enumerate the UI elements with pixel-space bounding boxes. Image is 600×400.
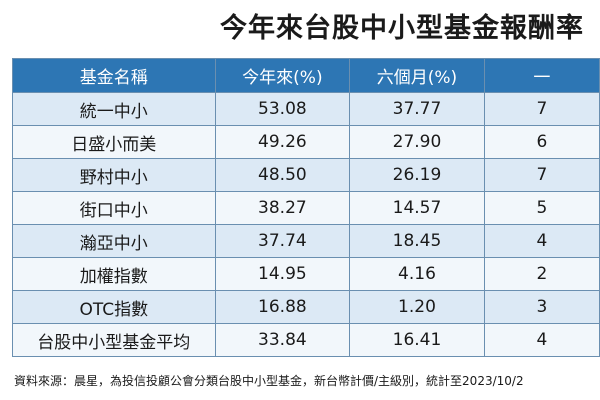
header-one-year-partial: 一 [483,58,600,93]
cell-fund-name: 瀚亞中小 [12,224,216,258]
header-ytd: 今年來(%) [214,58,351,93]
table-row: 野村中小 48.50 26.19 7 [12,158,600,192]
cell-six-month: 27.90 [349,125,485,159]
fund-returns-table: 基金名稱 今年來(%) 六個月(%) 一 統一中小 53.08 37.77 7 … [12,58,600,357]
cell-six-month: 14.57 [349,191,485,225]
cell-six-month: 37.77 [349,92,485,126]
table-row: 統一中小 53.08 37.77 7 [12,92,600,126]
cell-six-month: 16.41 [349,323,485,357]
table-row: OTC指數 16.88 1.20 3 [12,290,600,324]
cell-six-month: 1.20 [349,290,485,324]
header-fund-name: 基金名稱 [12,58,216,93]
cell-ytd: 14.95 [214,257,351,291]
cell-ytd: 38.27 [214,191,351,225]
cell-fund-name: 日盛小而美 [12,125,216,159]
cell-one-year-partial: 2 [483,257,600,291]
cell-fund-name: OTC指數 [12,290,216,324]
cell-ytd: 33.84 [214,323,351,357]
table-row: 台股中小型基金平均 33.84 16.41 4 [12,323,600,357]
cell-ytd: 37.74 [214,224,351,258]
cell-fund-name: 加權指數 [12,257,216,291]
cell-fund-name: 統一中小 [12,92,216,126]
cell-six-month: 4.16 [349,257,485,291]
cell-one-year-partial: 3 [483,290,600,324]
cell-ytd: 49.26 [214,125,351,159]
cell-ytd: 53.08 [214,92,351,126]
table-row: 街口中小 38.27 14.57 5 [12,191,600,225]
cell-one-year-partial: 7 [483,158,600,192]
cell-ytd: 48.50 [214,158,351,192]
cell-one-year-partial: 4 [483,323,600,357]
cell-fund-name: 台股中小型基金平均 [12,323,216,357]
table-row: 日盛小而美 49.26 27.90 6 [12,125,600,159]
cell-fund-name: 野村中小 [12,158,216,192]
table-row: 加權指數 14.95 4.16 2 [12,257,600,291]
cell-fund-name: 街口中小 [12,191,216,225]
page-title: 今年來台股中小型基金報酬率 [220,13,584,44]
cell-six-month: 18.45 [349,224,485,258]
cell-six-month: 26.19 [349,158,485,192]
cell-one-year-partial: 4 [483,224,600,258]
header-six-month: 六個月(%) [349,58,485,93]
cell-one-year-partial: 5 [483,191,600,225]
cell-ytd: 16.88 [214,290,351,324]
source-note: 資料來源：晨星，為投信投顧公會分類台股中小型基金，新台幣計價/主級別，統計至20… [14,374,524,388]
table-header-row: 基金名稱 今年來(%) 六個月(%) 一 [12,58,600,93]
cell-one-year-partial: 7 [483,92,600,126]
cell-one-year-partial: 6 [483,125,600,159]
table-row: 瀚亞中小 37.74 18.45 4 [12,224,600,258]
